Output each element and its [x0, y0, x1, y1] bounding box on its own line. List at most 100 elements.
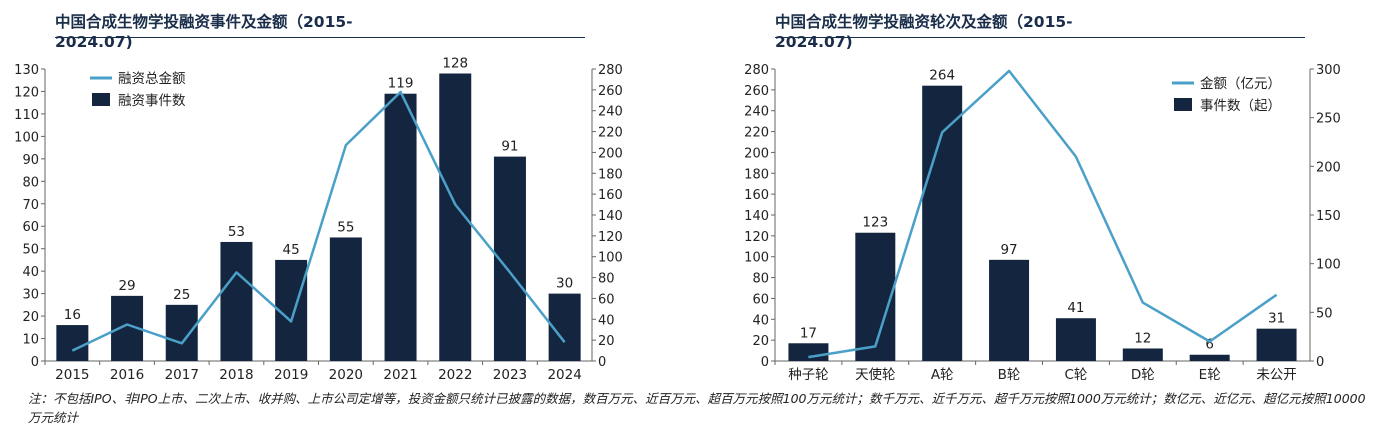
chart1-left-tick-label: 0 [31, 355, 39, 370]
chart2-x-tick-label: 天使轮 [855, 366, 896, 383]
chart2-left-tick-label: 40 [752, 313, 769, 328]
chart2-left-tick-label: 160 [744, 188, 769, 203]
chart1-x-tick-label: 2023 [493, 367, 527, 383]
chart2-right-tick-label: 150 [1316, 209, 1341, 224]
chart2-bar [788, 343, 829, 361]
chart1-left-tick-label: 130 [14, 63, 39, 78]
right-title-rule [775, 37, 1305, 38]
chart2-bar [922, 85, 963, 361]
chart2-bar [1256, 328, 1297, 361]
chart2-bar-value-label: 41 [1067, 300, 1084, 316]
chart2-left-tick-label: 20 [752, 334, 769, 349]
chart1-bar-value-label: 29 [118, 278, 135, 294]
chart2-x-tick-label: D轮 [1131, 367, 1155, 383]
chart1-right-tick-label: 200 [598, 146, 623, 161]
chart2-left-tick-label: 180 [744, 167, 769, 182]
chart1-x-tick-label: 2019 [274, 367, 308, 383]
chart1-bar-value-label: 91 [501, 139, 518, 155]
chart1-bar-value-label: 30 [556, 276, 573, 292]
chart2-left-tick-label: 220 [744, 126, 769, 141]
chart2-legend-bar-swatch [1174, 98, 1192, 111]
chart1-right-tick-label: 160 [598, 188, 623, 203]
chart1-bar-value-label: 53 [228, 224, 245, 240]
chart1-left-tick-label: 30 [22, 288, 39, 303]
chart1-left-tick-label: 110 [14, 108, 39, 123]
chart2-x-tick-label: C轮 [1064, 367, 1087, 383]
chart1-right-tick-label: 80 [598, 272, 615, 287]
chart2-left-tick-label: 60 [752, 292, 769, 307]
chart1-left-tick-label: 20 [22, 310, 39, 325]
chart1-left-tick-label: 10 [22, 333, 39, 348]
chart1-right-tick-label: 180 [598, 167, 623, 182]
chart1-line-series [71, 90, 566, 352]
chart1-legend-bar-swatch [92, 93, 110, 106]
chart1-right-tick-label: 100 [598, 251, 623, 266]
chart1-bar-value-label: 25 [173, 287, 190, 303]
chart1-right-tick-label: 220 [598, 126, 623, 141]
chart2-bar [1189, 354, 1230, 361]
chart2-x-tick-label: A轮 [931, 367, 954, 383]
chart2-line-series [808, 69, 1278, 359]
chart1-right-tick-label: 240 [598, 105, 623, 120]
chart2-left-tick-label: 260 [744, 84, 769, 99]
chart1-right-tick-label: 260 [598, 84, 623, 99]
chart1-x-tick-label: 2020 [329, 367, 363, 383]
chart2-left-tick-label: 280 [744, 63, 769, 78]
chart2-bar-value-label: 6 [1205, 337, 1214, 353]
chart1-x-tick-label: 2018 [219, 367, 253, 383]
chart2-left-tick-label: 100 [744, 251, 769, 266]
left-title-rule [55, 37, 585, 38]
chart1-right-tick-label: 60 [598, 292, 615, 307]
chart1-bar [56, 325, 89, 361]
chart2-bar-value-label: 97 [1000, 242, 1017, 258]
chart2-legend-bar-label: 事件数（起） [1200, 98, 1281, 114]
chart2-left-tick-label: 200 [744, 146, 769, 161]
chart2-bar-value-label: 31 [1268, 311, 1285, 327]
chart2-bar [855, 232, 896, 361]
chart1-bar-value-label: 128 [442, 55, 468, 71]
chart2-bar [1122, 348, 1163, 361]
chart1-x-tick-label: 2015 [55, 367, 89, 383]
chart1-bar [220, 241, 253, 361]
chart1-bar-value-label: 55 [337, 219, 354, 235]
chart2-left-tick-label: 0 [761, 355, 769, 370]
chart1-x-tick-label: 2024 [547, 367, 581, 383]
chart1-right-tick-label: 280 [598, 63, 623, 78]
chart1-x-tick-label: 2017 [165, 367, 199, 383]
chart2-legend-line-label: 金额（亿元） [1200, 76, 1281, 92]
chart1-bar [165, 304, 198, 361]
chart1-legend-line-label: 融资总金额 [118, 71, 186, 87]
chart1-x-tick-label: 2022 [438, 367, 472, 383]
chart1-bar [384, 93, 417, 361]
chart1-legend-bar-label: 融资事件数 [118, 93, 186, 109]
chart1-bar [329, 237, 362, 361]
chart2-left-tick-label: 120 [744, 230, 769, 245]
chart1-right-tick-label: 140 [598, 209, 623, 224]
chart2-right-tick-label: 300 [1316, 63, 1341, 78]
chart2-right-tick-label: 250 [1316, 112, 1341, 127]
chart1-left-tick-label: 70 [22, 198, 39, 213]
chart2-x-tick-label: E轮 [1199, 367, 1221, 383]
chart1-right-tick-label: 20 [598, 334, 615, 349]
chart1-left-tick-label: 40 [22, 265, 39, 280]
chart1-left-tick-label: 80 [22, 175, 39, 190]
chart1-bar-value-label: 16 [64, 307, 81, 323]
chart2-bar [1055, 318, 1096, 361]
chart2-right-tick-label: 100 [1316, 258, 1341, 273]
chart2-bar-value-label: 12 [1134, 330, 1151, 346]
chart2-left-tick-label: 80 [752, 272, 769, 287]
footnote: 注：不包括IPO、非IPO上市、二次上市、收并购、上市公司定增等，投资金额只统计… [28, 391, 1366, 425]
chart2-left-tick-label: 240 [744, 105, 769, 120]
chart1-x-tick-label: 2021 [383, 367, 417, 383]
chart1-bar-value-label: 45 [283, 242, 300, 258]
chart2-right-tick-label: 0 [1316, 355, 1324, 370]
chart1-left-tick-label: 100 [14, 130, 39, 145]
chart2-bar [989, 259, 1030, 361]
chart2-bar-value-label: 123 [862, 215, 888, 231]
chart1-right-tick-label: 120 [598, 230, 623, 245]
chart1-left-tick-label: 120 [14, 85, 39, 100]
chart1-x-tick-label: 2016 [110, 367, 144, 383]
chart1-left-tick-label: 90 [22, 153, 39, 168]
chart2-bar-value-label: 264 [929, 68, 955, 84]
